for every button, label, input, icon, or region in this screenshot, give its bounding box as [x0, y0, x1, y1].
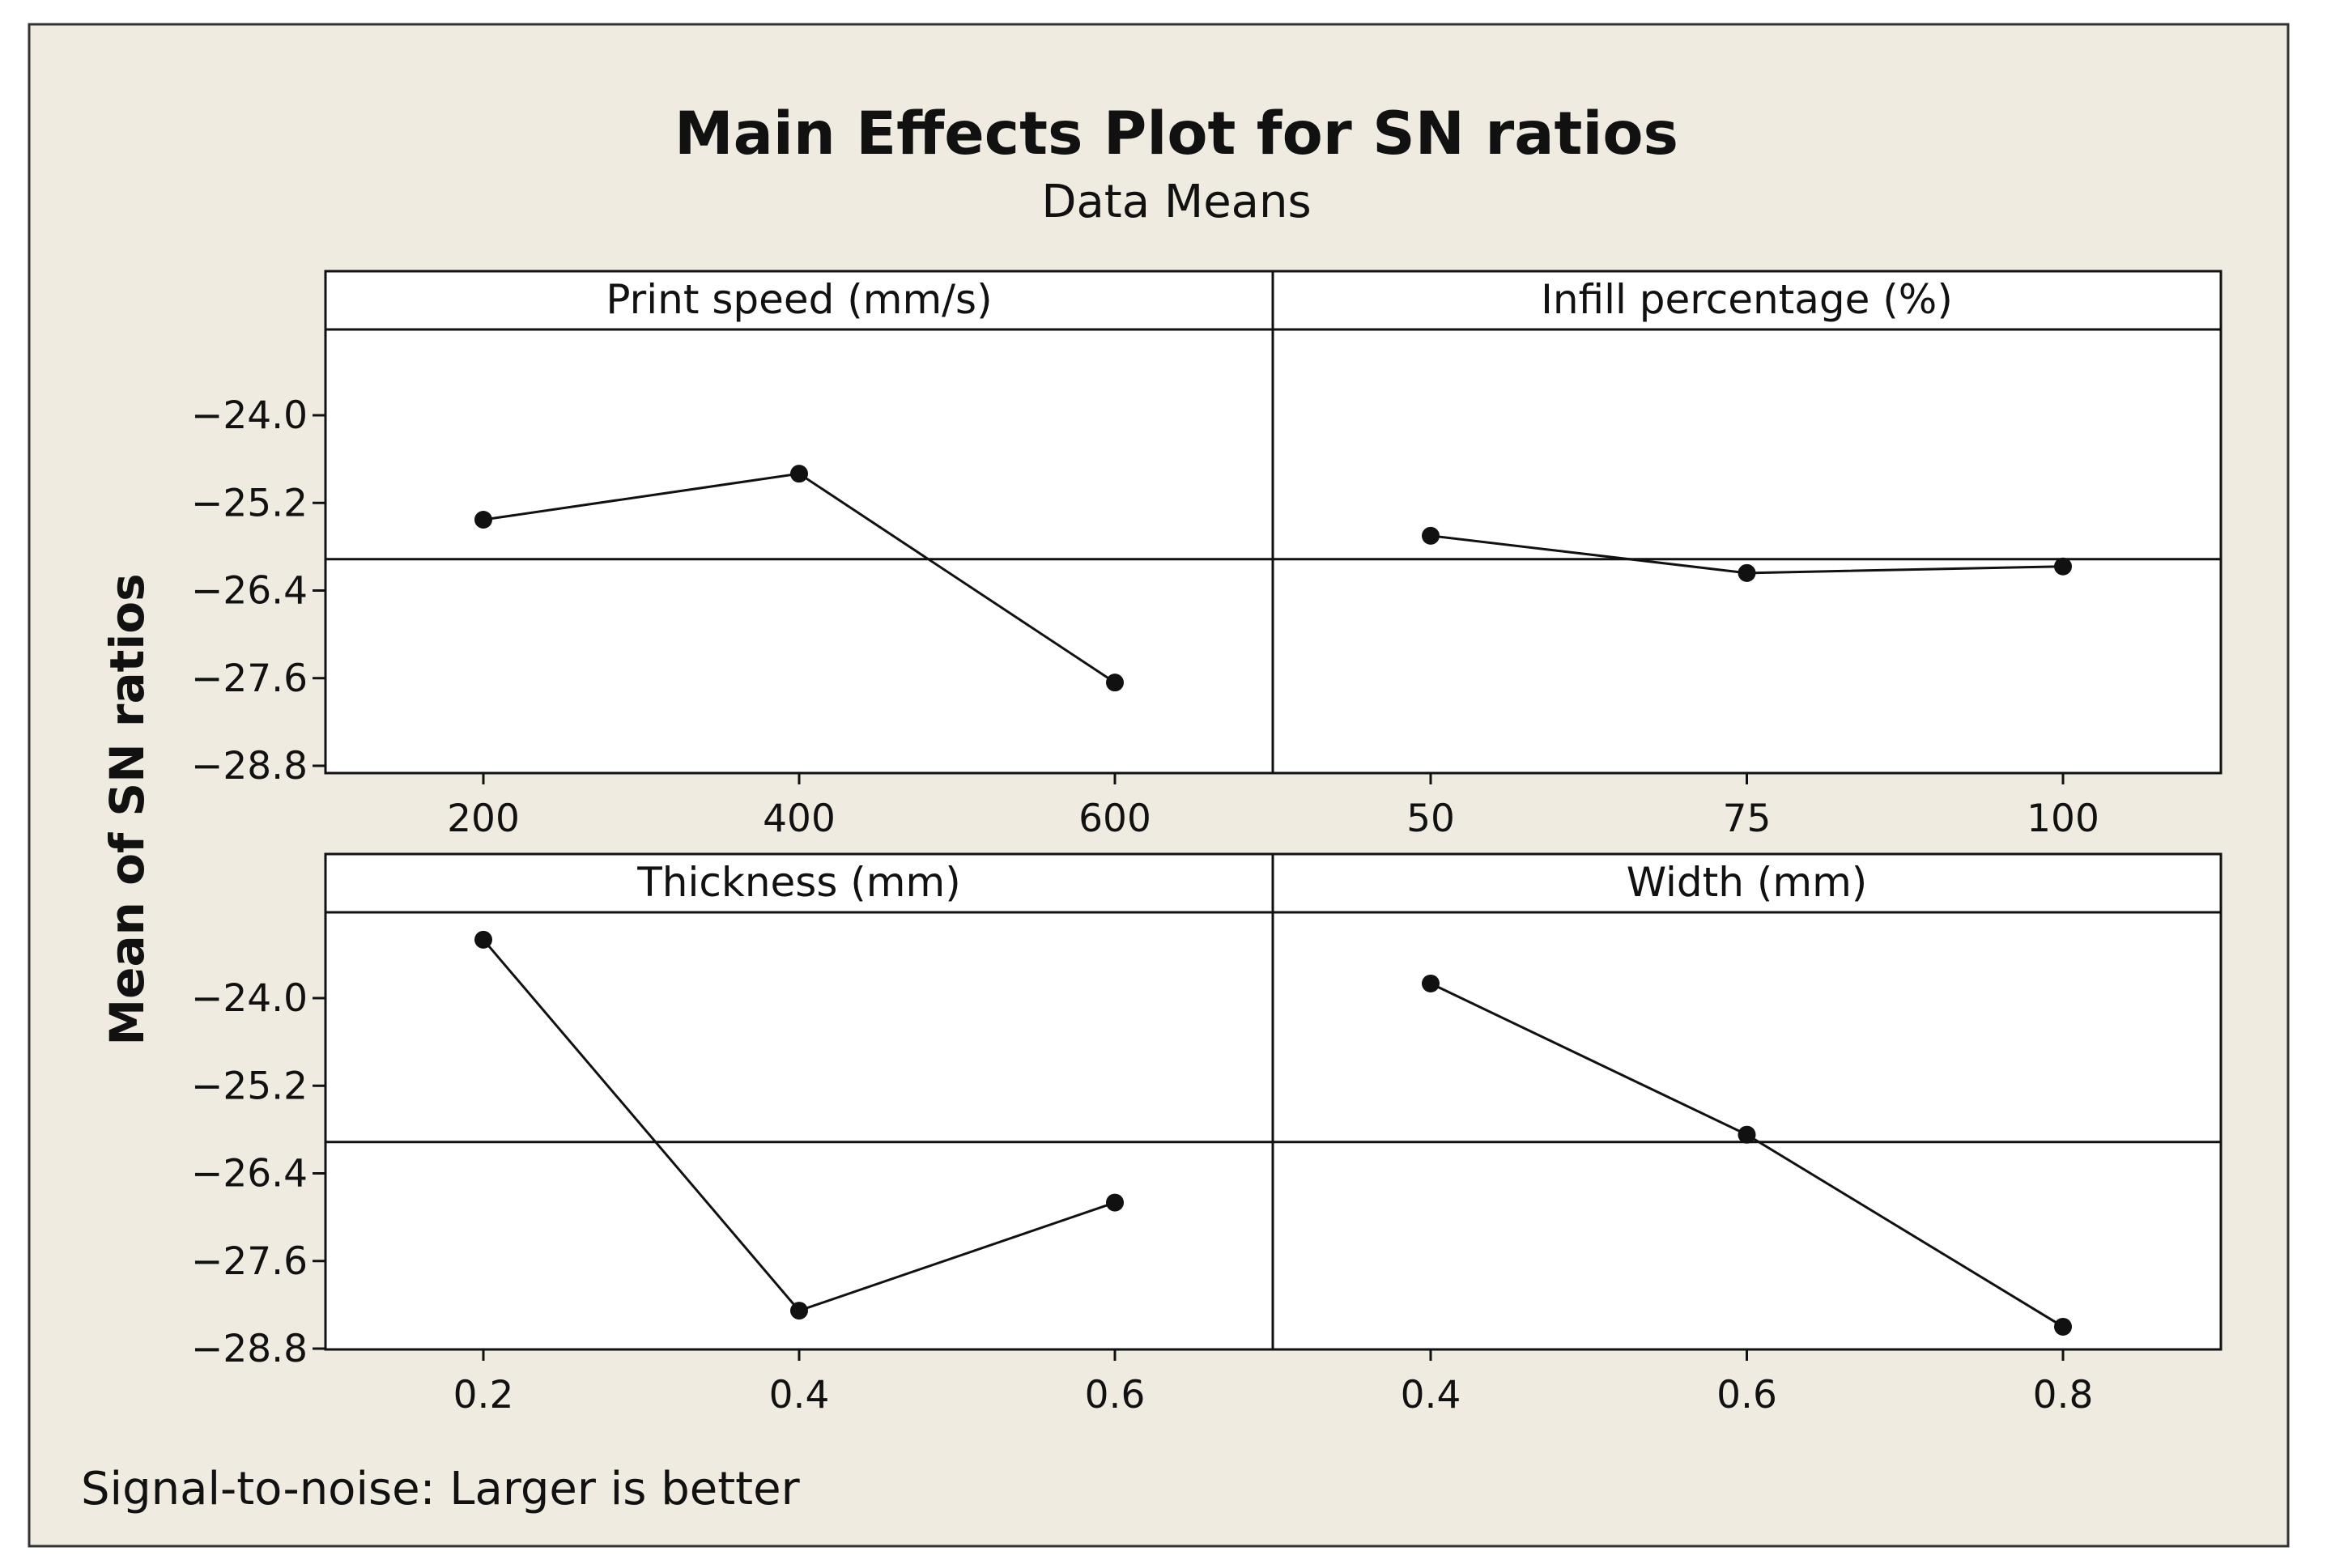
panel-frame [1271, 852, 2223, 1351]
data-point [1422, 526, 1440, 545]
data-point [2054, 1317, 2072, 1336]
y-tick-label: −25.2 [191, 1064, 308, 1108]
data-point [1738, 563, 1756, 582]
y-tick-label: −27.6 [191, 657, 308, 701]
panel-frame [324, 270, 1274, 775]
x-tick-label: 0.4 [1401, 1373, 1461, 1417]
y-axis-label: Mean of SN ratios [100, 573, 155, 1045]
data-point [1106, 674, 1124, 692]
panel-frame [1271, 270, 2223, 775]
x-tick-label: 200 [447, 797, 520, 841]
x-tick-label: 600 [1078, 797, 1151, 841]
y-tick-label: −26.4 [191, 569, 308, 614]
panel-title: Infill percentage (%) [1541, 276, 1953, 323]
x-tick-label: 100 [2027, 797, 2099, 841]
x-tick-label: 75 [1723, 797, 1772, 841]
y-tick-label: −25.2 [191, 481, 308, 525]
y-tick-label: −28.8 [191, 744, 308, 788]
y-tick-label: −24.0 [191, 393, 308, 438]
x-tick-label: 50 [1406, 797, 1455, 841]
data-point [1738, 1125, 1756, 1144]
x-tick-label: 0.8 [2033, 1373, 2094, 1417]
data-point [790, 465, 808, 483]
x-tick-label: 0.6 [1716, 1373, 1777, 1417]
panel-frame [324, 852, 1274, 1351]
data-point [474, 510, 492, 529]
x-tick-label: 0.4 [769, 1373, 830, 1417]
panel-title: Print speed (mm/s) [606, 276, 992, 323]
footnote: Signal-to-noise: Larger is better [81, 1463, 801, 1515]
x-tick-label: 400 [763, 797, 836, 841]
data-point [2054, 557, 2072, 576]
y-tick-label: −27.6 [191, 1239, 308, 1284]
y-tick-label: −28.8 [191, 1327, 308, 1371]
panel-title: Width (mm) [1627, 859, 1868, 906]
x-tick-label: 0.6 [1085, 1373, 1146, 1417]
data-point [1422, 974, 1440, 992]
data-point [790, 1302, 808, 1320]
panel-title: Thickness (mm) [636, 859, 960, 906]
chart-subtitle: Data Means [1041, 176, 1311, 228]
y-tick-label: −24.0 [191, 976, 308, 1021]
x-tick-label: 0.2 [453, 1373, 514, 1417]
chart-title: Main Effects Plot for SN ratios [674, 100, 1678, 168]
data-point [1106, 1193, 1124, 1212]
y-tick-label: −26.4 [191, 1152, 308, 1196]
data-point [474, 930, 492, 949]
panel-grid: Print speed (mm/s) −24.0 −25.2 −26.4 −27.6 −2… [191, 270, 2223, 1417]
